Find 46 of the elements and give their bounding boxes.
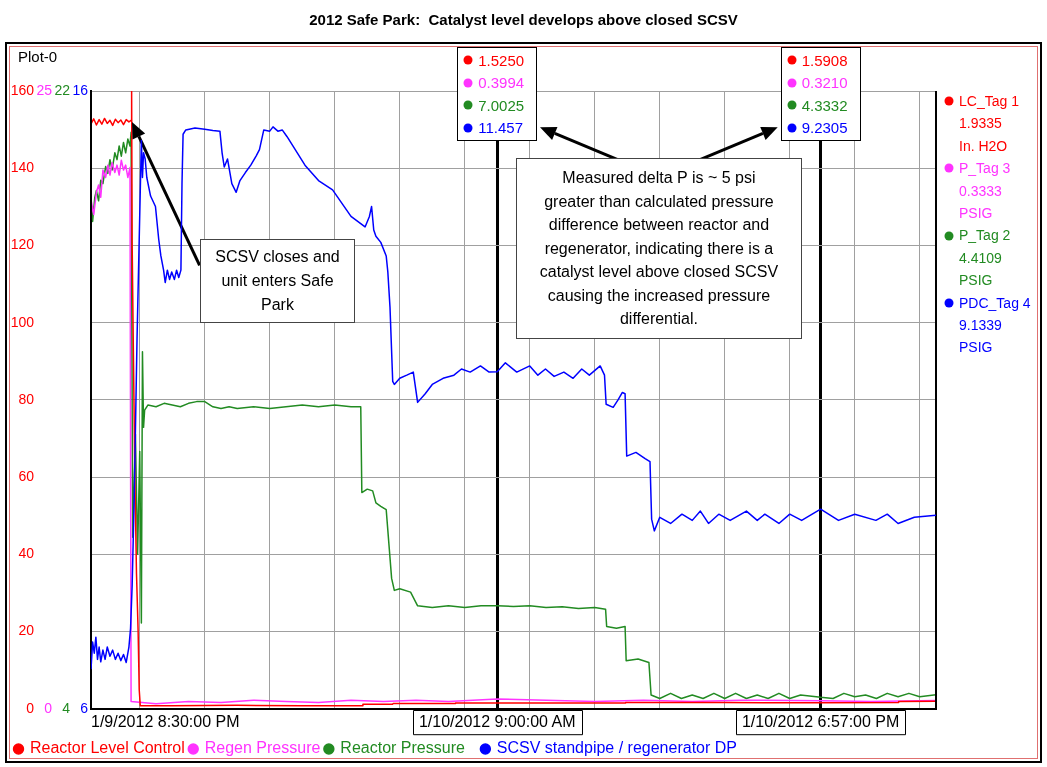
text: P_Tag 3 bbox=[959, 159, 1011, 179]
text: In. H2O bbox=[959, 137, 1008, 154]
annotation: 11.457 bbox=[478, 119, 524, 137]
legend-label: SCSV standpipe / regenerator DP bbox=[496, 739, 737, 757]
text: LC_Tag 1 bbox=[959, 92, 1019, 111]
chart-title: 2012 Safe Park: Catalyst level develops above closed SCSV bbox=[309, 11, 738, 28]
text: PSIG bbox=[959, 272, 993, 289]
y-tick-label: 0 bbox=[26, 699, 35, 716]
text: Plot-0 bbox=[18, 48, 58, 65]
y3-tick-label: 4 bbox=[62, 699, 71, 716]
y-tick-label: 16 bbox=[72, 81, 89, 98]
text: P_Tag 2 bbox=[959, 226, 1011, 246]
text: PSIG bbox=[959, 205, 993, 221]
y-tick-label: 120 bbox=[10, 236, 35, 253]
y-tick-label: 60 bbox=[18, 467, 35, 484]
y2-tick-label: 25 bbox=[36, 81, 53, 98]
text: 4.4109 bbox=[959, 249, 1002, 266]
y-tick-label: 40 bbox=[18, 545, 35, 562]
y-tick-label: 160 bbox=[10, 81, 35, 98]
legend-label: Reactor Level Control bbox=[30, 739, 185, 757]
y-tick-label: 80 bbox=[18, 390, 35, 407]
text: 1.5250 bbox=[478, 51, 525, 69]
annotation: 0.3210 bbox=[801, 74, 848, 92]
annotation: SCSV closes and unit enters Safe Park bbox=[200, 239, 355, 324]
annotation: 4.3332 bbox=[801, 96, 848, 114]
text: 9.1339 bbox=[959, 317, 1002, 333]
annotation: 0.3994 bbox=[478, 74, 525, 92]
text: 1.5908 bbox=[801, 51, 848, 69]
text: PSIG bbox=[959, 339, 993, 356]
annotation: Measured delta P is ~ 5 psi greater than calculated pressure difference between reactor and regenerator, indicating there is a catalyst level above closed SCSV causing the increased pressure differential. bbox=[515, 158, 802, 339]
text: PDC_Tag 4 bbox=[959, 293, 1031, 313]
legend-label: Reactor Pressure bbox=[340, 739, 465, 757]
x-tick-label: 1/10/2012 6:57:00 PM bbox=[741, 712, 900, 730]
y-tick-label: 100 bbox=[10, 313, 35, 330]
y-tick-label: 140 bbox=[10, 159, 35, 176]
annotation: 7.0025 bbox=[478, 96, 525, 114]
legend-label: Regen Pressure bbox=[204, 739, 321, 757]
y-tick-label: 20 bbox=[18, 622, 35, 639]
x-tick-label: 1/9/2012 8:30:00 PM bbox=[91, 712, 240, 730]
text: 1.9335 bbox=[959, 115, 1002, 132]
text: 0.3333 bbox=[959, 182, 1002, 199]
y-tick-label: 6 bbox=[80, 699, 89, 716]
x-tick-label: 1/10/2012 9:00:00 AM bbox=[418, 712, 576, 730]
annotation: 9.2305 bbox=[801, 119, 848, 137]
y2-tick-label: 0 bbox=[44, 699, 53, 716]
y3-tick-label: 22 bbox=[54, 81, 71, 98]
